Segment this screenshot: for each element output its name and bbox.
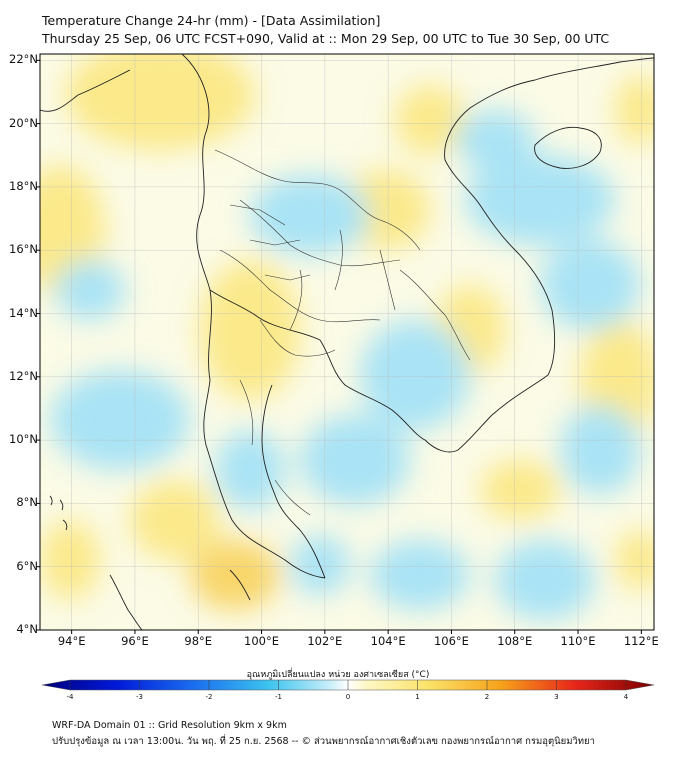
lat-label: 22°N	[9, 52, 38, 67]
lon-label: 110°E	[560, 634, 596, 648]
lat-label: 14°N	[9, 305, 38, 320]
map-subtitle: Thursday 25 Sep, 06 UTC FCST+090, Valid …	[42, 31, 610, 46]
lat-label: 6°N	[16, 558, 38, 573]
coastlines	[40, 54, 654, 630]
lon-label: 104°E	[370, 634, 406, 648]
lon-label: 102°E	[307, 634, 343, 648]
colorbar-tick-label: -3	[136, 693, 143, 701]
lon-label: 106°E	[433, 634, 469, 648]
lat-label: 18°N	[9, 178, 38, 193]
axis-ticks	[36, 59, 642, 634]
colorbar-tick-label: -2	[205, 693, 213, 701]
lon-label: 108°E	[497, 634, 533, 648]
map-frame	[39, 53, 655, 631]
lon-label: 112°E	[623, 634, 659, 648]
lat-label: 4°N	[16, 622, 38, 636]
lon-label: 94°E	[57, 634, 86, 648]
lat-label: 20°N	[9, 115, 38, 130]
colorbar-tick-label: 0	[345, 693, 351, 701]
temperature-field	[40, 54, 654, 630]
colorbar-tick-label: -4	[66, 693, 74, 701]
colorbar-tick-label: 4	[623, 693, 629, 701]
colorbar-tick-label: 2	[484, 693, 490, 701]
colorbar-label: อุณหภูมิเปลี่ยนแปลง หน่วย องศาเซลเซียส (…	[246, 670, 430, 680]
lat-label: 10°N	[9, 432, 38, 447]
colorbar-tick-label: -1	[275, 693, 282, 701]
lon-label: 98°E	[184, 634, 213, 648]
lon-label: 100°E	[244, 634, 280, 648]
lat-label: 16°N	[9, 242, 38, 257]
province-borders	[214, 149, 471, 516]
lat-label: 12°N	[9, 368, 38, 383]
colorbar-tick-label: 3	[554, 693, 559, 701]
footer-model-info: WRF-DA Domain 01 :: Grid Resolution 9km …	[52, 720, 287, 731]
map-title: Temperature Change 24-hr (mm) - [Data As…	[42, 13, 381, 28]
lat-label: 8°N	[16, 495, 38, 510]
colorbar-tick-label: 1	[415, 693, 420, 701]
colorbar-ticks	[69, 680, 627, 690]
lon-label: 96°E	[121, 634, 149, 648]
graticule	[40, 54, 654, 630]
footer-update-info: ปรับปรุงข้อมูล ณ เวลา 13:00น. วัน พฤ. ที…	[52, 736, 595, 747]
